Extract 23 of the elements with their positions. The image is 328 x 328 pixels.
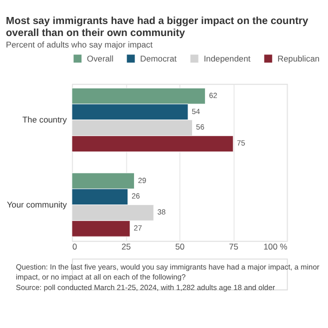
x-tick-label: 0 bbox=[72, 242, 78, 252]
data-label: 62 bbox=[208, 90, 218, 100]
data-label: 56 bbox=[196, 122, 204, 132]
y-tick-label: The country bbox=[22, 114, 68, 125]
text: Question: In the last five years, would you say immigrants have had a major impact, a minor impact, or no impact at all on each of the following? bbox=[16, 262, 320, 282]
legend-label: Democrat bbox=[140, 53, 178, 64]
x-tick-label: 25 bbox=[121, 242, 132, 252]
x-tick-label: 75 bbox=[228, 242, 239, 252]
data-label: 26 bbox=[132, 192, 140, 201]
legend-label: Overall bbox=[86, 53, 114, 64]
data-label: 54 bbox=[192, 106, 200, 116]
source-note: Source: poll conducted March 21-25, 2024, with 1,282 adults age 18 and older bbox=[16, 282, 276, 292]
y-tick-label: Your community bbox=[6, 200, 68, 210]
data-label: 27 bbox=[134, 224, 142, 233]
legend-label: Republican bbox=[278, 53, 320, 64]
chart-title: Most say immigrants have had a bigger impact on the country overall than on their own community bbox=[6, 16, 309, 40]
chart-subtitle: Percent of adults who say major impact bbox=[6, 39, 154, 50]
data-label: 38 bbox=[157, 208, 166, 217]
x-tick-label: 50 bbox=[175, 242, 185, 252]
x-tick-label: 100 % bbox=[264, 242, 288, 252]
legend-label: Independent bbox=[204, 53, 252, 64]
data-label: 75 bbox=[236, 138, 246, 148]
data-label: 29 bbox=[138, 176, 146, 185]
